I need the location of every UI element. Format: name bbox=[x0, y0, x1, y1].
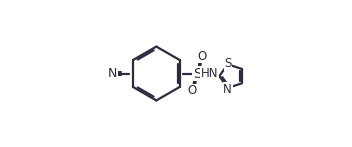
Text: S: S bbox=[193, 66, 202, 81]
Text: HN: HN bbox=[201, 67, 218, 80]
Text: S: S bbox=[225, 57, 232, 70]
Text: O: O bbox=[188, 85, 197, 97]
Text: N: N bbox=[223, 83, 232, 96]
Text: N: N bbox=[107, 67, 117, 80]
Text: O: O bbox=[197, 50, 207, 62]
